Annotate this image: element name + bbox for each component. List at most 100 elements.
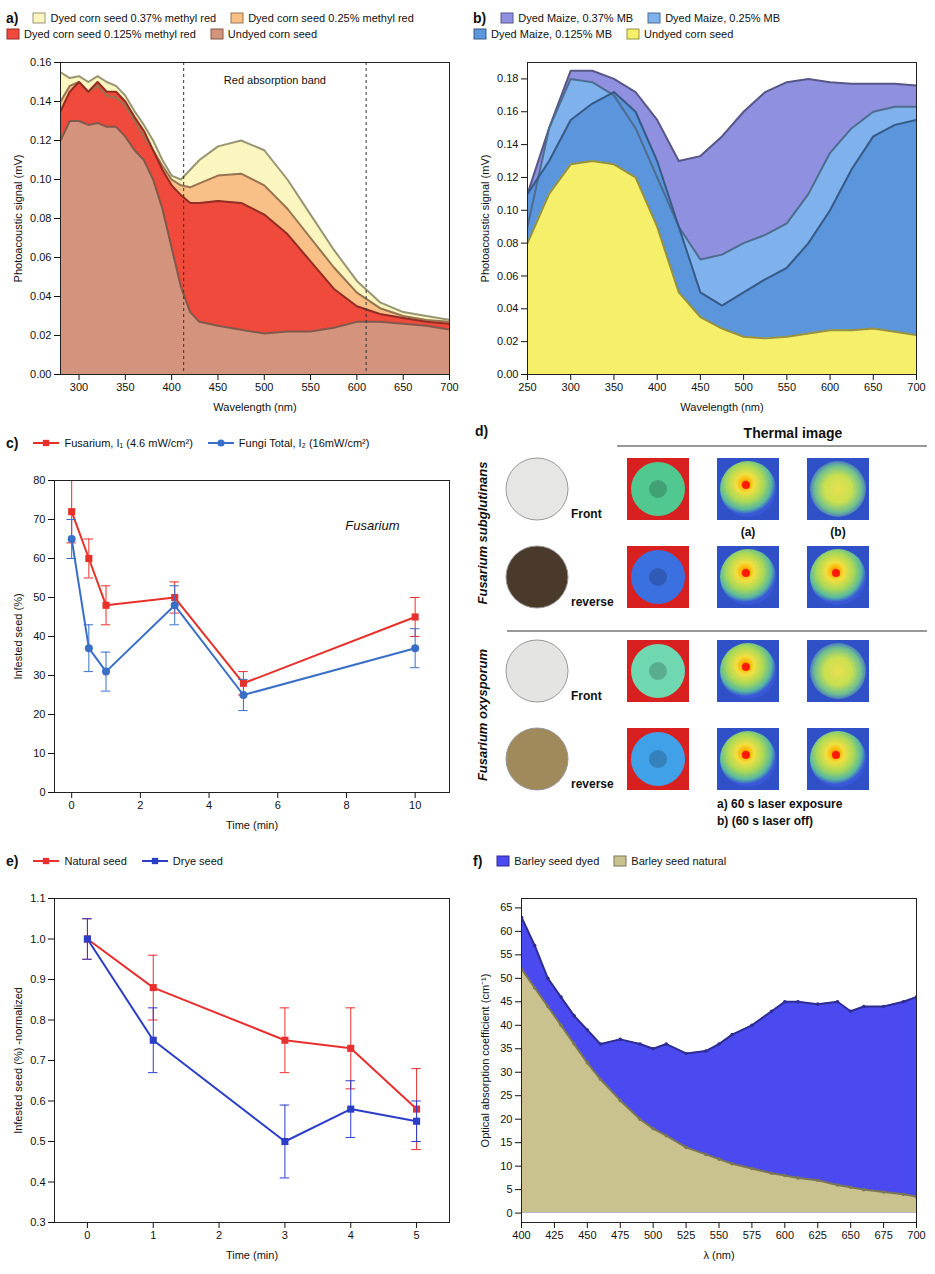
svg-text:1.0: 1.0 bbox=[30, 933, 45, 945]
svg-text:550: 550 bbox=[301, 381, 319, 393]
svg-text:a) 60 s laser exposure: a) 60 s laser exposure bbox=[717, 797, 843, 811]
svg-text:600: 600 bbox=[821, 381, 839, 393]
svg-text:400: 400 bbox=[162, 381, 180, 393]
svg-text:4: 4 bbox=[206, 799, 212, 811]
svg-text:40: 40 bbox=[500, 1019, 512, 1031]
svg-text:0.3: 0.3 bbox=[30, 1216, 45, 1228]
svg-text:0: 0 bbox=[506, 1207, 512, 1219]
svg-text:0: 0 bbox=[84, 1229, 90, 1241]
svg-text:25: 25 bbox=[500, 1089, 512, 1101]
svg-text:350: 350 bbox=[116, 381, 134, 393]
svg-text:60: 60 bbox=[500, 925, 512, 937]
svg-text:80: 80 bbox=[33, 474, 45, 486]
svg-text:700: 700 bbox=[907, 1229, 925, 1241]
svg-text:Front: Front bbox=[571, 507, 602, 521]
svg-text:550: 550 bbox=[710, 1229, 728, 1241]
svg-text:0.00: 0.00 bbox=[30, 368, 51, 380]
svg-text:30: 30 bbox=[500, 1066, 512, 1078]
svg-text:450: 450 bbox=[578, 1229, 596, 1241]
svg-text:0.18: 0.18 bbox=[497, 72, 518, 84]
svg-text:(b): (b) bbox=[830, 525, 845, 539]
svg-text:575: 575 bbox=[743, 1229, 761, 1241]
svg-text:30: 30 bbox=[33, 669, 45, 681]
svg-text:0.4: 0.4 bbox=[30, 1176, 45, 1188]
svg-text:40: 40 bbox=[33, 630, 45, 642]
svg-text:500: 500 bbox=[644, 1229, 662, 1241]
svg-text:2: 2 bbox=[137, 799, 143, 811]
svg-text:600: 600 bbox=[348, 381, 366, 393]
svg-text:0.7: 0.7 bbox=[30, 1054, 45, 1066]
svg-text:400: 400 bbox=[648, 381, 666, 393]
svg-text:Time (min): Time (min) bbox=[226, 1249, 278, 1261]
svg-text:0.06: 0.06 bbox=[497, 269, 518, 281]
svg-text:0.08: 0.08 bbox=[497, 237, 518, 249]
svg-text:Infested seed (%): Infested seed (%) bbox=[12, 593, 24, 679]
svg-text:5: 5 bbox=[506, 1183, 512, 1195]
svg-text:0.5: 0.5 bbox=[30, 1135, 45, 1147]
svg-text:0.12: 0.12 bbox=[497, 171, 518, 183]
svg-text:55: 55 bbox=[500, 948, 512, 960]
svg-text:300: 300 bbox=[562, 381, 580, 393]
svg-text:600: 600 bbox=[776, 1229, 794, 1241]
svg-text:Fusarium: Fusarium bbox=[345, 518, 399, 533]
svg-text:700: 700 bbox=[907, 381, 925, 393]
svg-text:0: 0 bbox=[39, 786, 45, 798]
svg-text:425: 425 bbox=[545, 1229, 563, 1241]
svg-text:Thermal image: Thermal image bbox=[744, 425, 843, 441]
svg-text:70: 70 bbox=[33, 513, 45, 525]
svg-text:0.02: 0.02 bbox=[30, 329, 51, 341]
svg-text:Optical absorption coefficient: Optical absorption coefficient (cm⁻¹) bbox=[479, 974, 491, 1148]
svg-text:reverse: reverse bbox=[571, 777, 614, 791]
svg-text:675: 675 bbox=[874, 1229, 892, 1241]
svg-text:0.08: 0.08 bbox=[30, 212, 51, 224]
svg-text:6: 6 bbox=[275, 799, 281, 811]
svg-text:0.8: 0.8 bbox=[30, 1014, 45, 1026]
svg-text:50: 50 bbox=[33, 591, 45, 603]
svg-text:0.6: 0.6 bbox=[30, 1095, 45, 1107]
svg-text:4: 4 bbox=[348, 1229, 354, 1241]
svg-text:650: 650 bbox=[841, 1229, 859, 1241]
svg-text:650: 650 bbox=[864, 381, 882, 393]
svg-text:Red absorption band: Red absorption band bbox=[224, 74, 326, 86]
svg-text:525: 525 bbox=[677, 1229, 695, 1241]
svg-text:20: 20 bbox=[500, 1113, 512, 1125]
svg-text:2: 2 bbox=[216, 1229, 222, 1241]
svg-text:d): d) bbox=[475, 423, 488, 439]
svg-text:45: 45 bbox=[500, 995, 512, 1007]
svg-text:10: 10 bbox=[33, 747, 45, 759]
svg-text:0.04: 0.04 bbox=[497, 302, 518, 314]
svg-text:400: 400 bbox=[512, 1229, 530, 1241]
svg-text:650: 650 bbox=[394, 381, 412, 393]
svg-text:50: 50 bbox=[500, 972, 512, 984]
svg-text:625: 625 bbox=[809, 1229, 827, 1241]
svg-text:Fusarium subglutinans: Fusarium subglutinans bbox=[475, 461, 490, 604]
svg-text:8: 8 bbox=[343, 799, 349, 811]
svg-text:10: 10 bbox=[500, 1160, 512, 1172]
svg-text:350: 350 bbox=[605, 381, 623, 393]
svg-text:500: 500 bbox=[255, 381, 273, 393]
svg-text:300: 300 bbox=[70, 381, 88, 393]
svg-text:(a): (a) bbox=[741, 525, 756, 539]
svg-text:0.04: 0.04 bbox=[30, 290, 51, 302]
svg-text:Wavelength (nm): Wavelength (nm) bbox=[213, 401, 296, 413]
svg-text:450: 450 bbox=[691, 381, 709, 393]
svg-text:550: 550 bbox=[778, 381, 796, 393]
svg-text:Wavelength (nm): Wavelength (nm) bbox=[680, 401, 763, 413]
svg-text:35: 35 bbox=[500, 1042, 512, 1054]
svg-text:Photoacoustic signal (mV): Photoacoustic signal (mV) bbox=[479, 155, 491, 283]
svg-text:1: 1 bbox=[150, 1229, 156, 1241]
svg-text:Infested seed (%) -normalized: Infested seed (%) -normalized bbox=[12, 987, 24, 1134]
svg-text:0.02: 0.02 bbox=[497, 335, 518, 347]
svg-text:0.16: 0.16 bbox=[497, 105, 518, 117]
svg-text:0: 0 bbox=[69, 799, 75, 811]
svg-text:0.12: 0.12 bbox=[30, 134, 51, 146]
svg-text:0.10: 0.10 bbox=[30, 173, 51, 185]
svg-text:λ (nm): λ (nm) bbox=[703, 1249, 734, 1261]
svg-text:Time (min): Time (min) bbox=[226, 819, 278, 831]
svg-text:b) (60 s laser off): b) (60 s laser off) bbox=[717, 814, 813, 828]
svg-text:475: 475 bbox=[611, 1229, 629, 1241]
svg-text:20: 20 bbox=[33, 708, 45, 720]
svg-text:reverse: reverse bbox=[571, 595, 614, 609]
svg-text:0.14: 0.14 bbox=[30, 95, 51, 107]
svg-text:0.14: 0.14 bbox=[497, 138, 518, 150]
